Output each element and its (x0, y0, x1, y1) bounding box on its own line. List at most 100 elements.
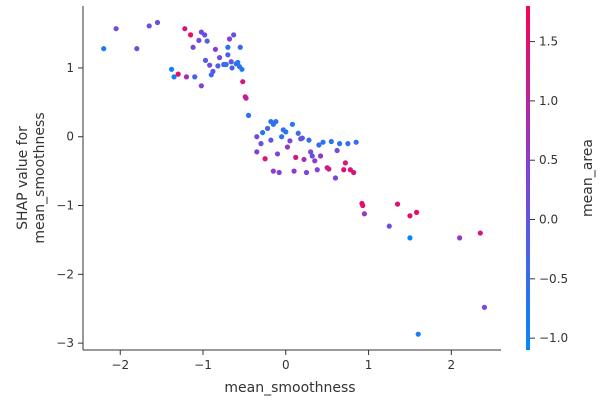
scatter-point (231, 32, 237, 38)
scatter-point (212, 46, 219, 52)
scatter-point (314, 167, 320, 173)
scatter-point (190, 44, 196, 50)
scatter-point (299, 135, 305, 141)
scatter-point (113, 26, 119, 32)
scatter-point (274, 151, 281, 157)
scatter-point (225, 44, 231, 50)
x-tick-label: −2 (111, 358, 129, 372)
scatter-point (306, 137, 312, 143)
scatter-point (146, 23, 152, 29)
colorbar-tick-label: −0.5 (539, 272, 568, 286)
colorbar-tick-label: 1.5 (539, 35, 558, 49)
scatter-point (254, 149, 260, 155)
scatter-point (228, 59, 234, 65)
scatter-point (279, 134, 285, 140)
x-axis-title: mean_smoothness (224, 380, 355, 396)
scatter-point (320, 139, 326, 145)
scatter-point (477, 230, 483, 236)
colorbar-tick-label: 1.0 (539, 94, 558, 108)
scatter-point (394, 201, 401, 207)
scatter-point (273, 118, 279, 125)
scatter-point (175, 71, 181, 77)
x-tick-label: 1 (365, 358, 373, 372)
scatter-point (226, 36, 233, 42)
data-points (101, 19, 488, 337)
scatter-point (245, 112, 252, 118)
x-ticks: −2 −1 0 1 2 (111, 350, 455, 372)
scatter-point (171, 74, 177, 80)
x-tick-label: 0 (282, 358, 290, 372)
scatter-point (202, 32, 208, 38)
scatter-point (457, 235, 463, 241)
scatter-point (316, 142, 322, 148)
scatter-point (407, 235, 413, 241)
scatter-point (295, 130, 301, 136)
scatter-point (239, 66, 245, 72)
colorbar-gradient (526, 6, 530, 350)
scatter-point (328, 138, 334, 145)
scatter-point (254, 134, 260, 140)
colorbar-ticks: −1.0 −0.5 0.0 0.5 1.0 1.5 (530, 35, 568, 345)
scatter-point (204, 38, 210, 44)
x-tick-label: 2 (448, 358, 456, 372)
y-tick-label: 0 (66, 130, 74, 144)
scatter-point (262, 156, 268, 162)
scatter-point (258, 141, 264, 147)
scatter-point (360, 202, 366, 209)
scatter-point (481, 304, 488, 310)
scatter-point (342, 160, 348, 166)
scatter-point (301, 156, 307, 163)
colorbar-tick-label: 0.0 (539, 213, 558, 227)
scatter-point (351, 169, 357, 176)
scatter-point (134, 46, 140, 52)
scatter-point (264, 125, 271, 132)
scatter-point (291, 168, 297, 174)
scatter-point (223, 61, 229, 68)
scatter-point (332, 175, 339, 181)
y-tick-label: −1 (56, 199, 74, 213)
scatter-point (345, 141, 351, 147)
scatter-point (270, 168, 276, 174)
scatter-point (168, 66, 175, 72)
scatter-point (207, 62, 213, 68)
scatter-point (183, 74, 190, 80)
scatter-point (276, 169, 282, 176)
scatter-point (196, 37, 202, 44)
colorbar-tick-label: 0.5 (539, 153, 558, 167)
scatter-point (283, 129, 289, 135)
scatter-point (309, 153, 315, 159)
scatter-point (235, 59, 241, 66)
scatter-point (182, 26, 188, 32)
colorbar: −1.0 −0.5 0.0 0.5 1.0 1.5 mean_area (526, 6, 596, 350)
scatter-point (386, 223, 392, 229)
plot-area: −2 −1 0 1 2 −3 −2 −1 0 1 (56, 6, 501, 372)
scatter-point (353, 139, 359, 145)
scatter-point (334, 147, 340, 154)
scatter-point (407, 213, 413, 219)
scatter-point (415, 331, 421, 337)
scatter-point (336, 141, 343, 147)
scatter-point (413, 209, 420, 215)
scatter-point (225, 52, 231, 58)
y-axis-title-line-2: mean_smoothness (32, 112, 48, 243)
scatter-point (303, 169, 310, 176)
scatter-point (361, 211, 368, 217)
scatter-point (268, 137, 274, 143)
scatter-point (210, 68, 216, 74)
scatter-point (341, 167, 347, 173)
scatter-point (202, 57, 209, 63)
y-axis-title: SHAP value for mean_smoothness (15, 112, 48, 243)
scatter-point (192, 74, 198, 80)
colorbar-tick-label: −1.0 (539, 331, 568, 345)
x-tick-label: −1 (194, 358, 212, 372)
scatter-point (188, 32, 194, 38)
scatter-point (260, 129, 266, 136)
scatter-point (289, 121, 296, 127)
scatter-point (308, 149, 314, 155)
y-axis-title-line-1: SHAP value for (15, 126, 31, 230)
scatter-point (293, 154, 299, 160)
scatter-point (326, 166, 332, 172)
scatter-point (312, 158, 318, 164)
scatter-point (154, 19, 161, 26)
